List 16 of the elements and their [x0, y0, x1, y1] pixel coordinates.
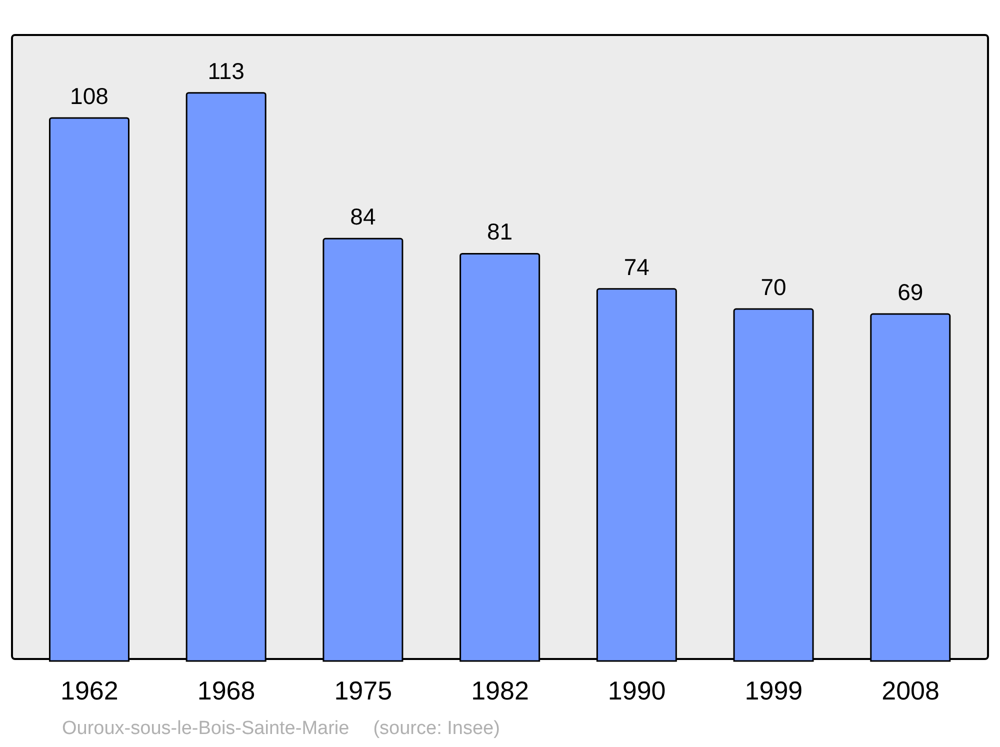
- x-tick-label: 1962: [60, 675, 118, 706]
- data-label: 81: [487, 218, 513, 245]
- text: (source: Insee): [373, 718, 500, 739]
- data-label: 74: [624, 254, 650, 280]
- data-label: 84: [350, 204, 376, 230]
- data-label: 70: [760, 274, 786, 300]
- data-label: 69: [898, 279, 924, 306]
- x-tick-label: 1990: [608, 675, 666, 706]
- data-label: 108: [70, 82, 108, 109]
- x-tick-label: 1968: [197, 675, 256, 706]
- x-tick-label: 2008: [882, 675, 940, 706]
- data-label: 113: [208, 58, 244, 84]
- x-tick-label: 1975: [334, 675, 392, 706]
- text: Ouroux-sous-le-Bois-Sainte-Marie: [62, 718, 350, 739]
- x-tick-label: 1999: [744, 675, 803, 706]
- x-tick-label: 1982: [471, 675, 529, 706]
